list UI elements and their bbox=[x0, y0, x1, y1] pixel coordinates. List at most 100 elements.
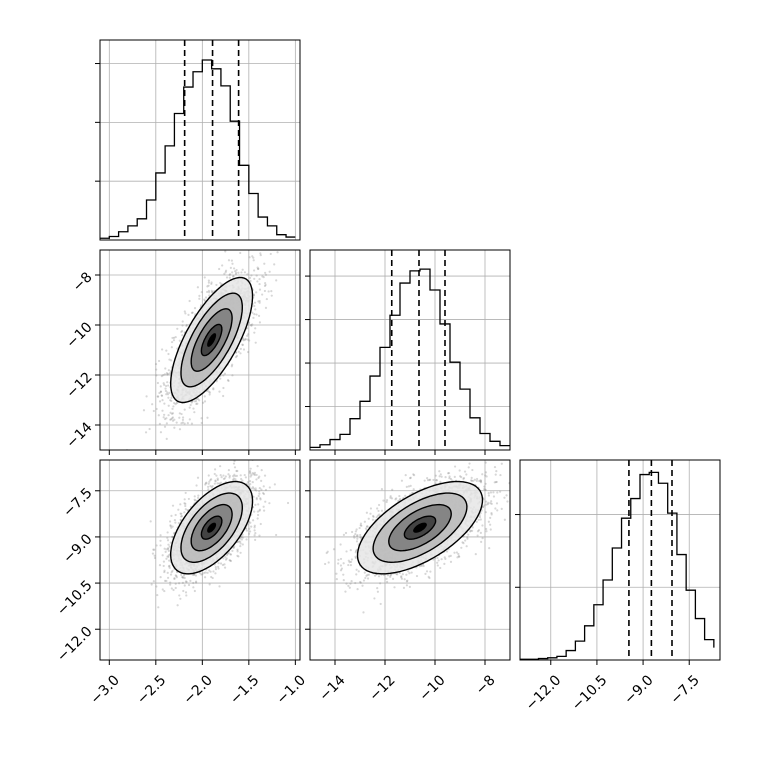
scatter-point bbox=[366, 577, 370, 580]
scatter-point bbox=[259, 497, 262, 500]
scatter-point bbox=[196, 476, 200, 479]
scatter-point bbox=[171, 416, 175, 419]
scatter-point bbox=[420, 564, 423, 568]
scatter-point bbox=[239, 352, 242, 355]
scatter-point bbox=[262, 491, 265, 495]
scatter-point bbox=[249, 323, 253, 327]
scatter-point bbox=[239, 474, 242, 477]
scatter-point bbox=[164, 389, 167, 393]
scatter-point bbox=[397, 499, 400, 503]
scatter-point bbox=[332, 548, 336, 551]
scatter-point bbox=[197, 494, 200, 497]
scatter-point bbox=[236, 453, 238, 455]
scatter-point bbox=[181, 581, 185, 584]
scatter-point bbox=[254, 308, 257, 311]
scatter-point bbox=[227, 469, 230, 472]
scatter-point bbox=[412, 488, 415, 491]
scatter-point bbox=[170, 571, 173, 574]
scatter-point bbox=[348, 586, 351, 589]
scatter-point bbox=[457, 552, 460, 556]
scatter-point bbox=[252, 256, 255, 259]
scatter-point bbox=[193, 495, 196, 498]
scatter-point bbox=[182, 576, 185, 579]
scatter-point bbox=[493, 481, 496, 484]
scatter-point bbox=[157, 606, 160, 609]
scatter-point bbox=[170, 526, 173, 529]
scatter-point bbox=[265, 297, 268, 301]
scatter-point bbox=[472, 479, 475, 482]
scatter-point bbox=[402, 586, 406, 589]
scatter-point bbox=[500, 462, 503, 465]
scatter-point bbox=[223, 372, 226, 375]
scatter-point bbox=[389, 575, 392, 578]
scatter-point bbox=[359, 522, 363, 525]
scatter-point bbox=[157, 359, 161, 363]
scatter-point bbox=[231, 478, 235, 481]
scatter-point bbox=[163, 579, 167, 583]
scatter-point bbox=[232, 275, 235, 278]
scatter-point bbox=[453, 551, 456, 554]
scatter-point bbox=[415, 574, 419, 578]
scatter-point bbox=[232, 267, 236, 270]
scatter-point bbox=[453, 475, 456, 478]
scatter-point bbox=[466, 536, 469, 539]
scatter-point bbox=[204, 482, 208, 485]
scatter-point bbox=[239, 251, 242, 255]
scatter-point bbox=[372, 515, 375, 518]
scatter-point bbox=[163, 413, 166, 416]
scatter-point bbox=[169, 541, 172, 544]
scatter-point bbox=[461, 541, 464, 544]
scatter-point bbox=[200, 421, 203, 425]
scatter-point bbox=[169, 524, 172, 527]
scatter-point bbox=[191, 573, 194, 576]
scatter-point bbox=[457, 555, 460, 558]
scatter-point bbox=[170, 587, 173, 590]
scatter-point bbox=[164, 367, 167, 370]
scatter-point bbox=[226, 552, 229, 555]
scatter-point bbox=[169, 581, 172, 584]
scatter-point bbox=[394, 498, 397, 501]
scatter-point bbox=[165, 557, 168, 560]
scatter-point bbox=[460, 476, 463, 479]
scatter-point bbox=[151, 403, 154, 406]
scatter-point bbox=[168, 520, 172, 523]
scatter-point bbox=[435, 479, 438, 482]
scatter-point bbox=[369, 512, 372, 515]
scatter-point bbox=[202, 401, 205, 404]
scatter-point bbox=[239, 540, 242, 543]
scatter-point bbox=[165, 548, 168, 551]
scatter-point bbox=[363, 571, 366, 574]
scatter-point bbox=[443, 556, 446, 559]
scatter-point bbox=[355, 528, 358, 531]
scatter-point bbox=[494, 473, 497, 476]
scatter-point bbox=[494, 480, 498, 484]
scatter-point bbox=[231, 363, 234, 366]
scatter-point bbox=[477, 529, 481, 532]
panel-frame bbox=[309, 459, 511, 661]
scatter-point bbox=[183, 511, 186, 514]
scatter-point bbox=[245, 527, 248, 530]
scatter-point bbox=[219, 473, 222, 477]
scatter-point bbox=[174, 402, 177, 406]
scatter-point bbox=[162, 374, 165, 377]
scatter-point bbox=[487, 494, 491, 497]
scatter-point bbox=[349, 560, 353, 564]
contour-line bbox=[180, 292, 243, 388]
scatter-point bbox=[181, 576, 184, 579]
scatter-point bbox=[255, 478, 258, 481]
scatter-point bbox=[222, 477, 225, 481]
scatter-point bbox=[206, 285, 209, 288]
scatter-point bbox=[229, 559, 233, 563]
scatter-point bbox=[249, 483, 252, 486]
scatter-point bbox=[165, 437, 168, 440]
scatter-point bbox=[489, 502, 492, 505]
scatter-point bbox=[243, 271, 247, 274]
scatter-point bbox=[155, 407, 158, 411]
scatter-point bbox=[261, 275, 264, 278]
scatter-point bbox=[252, 294, 256, 297]
scatter-point bbox=[228, 559, 231, 562]
scatter-point bbox=[264, 273, 268, 276]
scatter-point bbox=[227, 551, 230, 555]
scatter-point bbox=[367, 573, 370, 576]
scatter-point bbox=[207, 284, 210, 287]
